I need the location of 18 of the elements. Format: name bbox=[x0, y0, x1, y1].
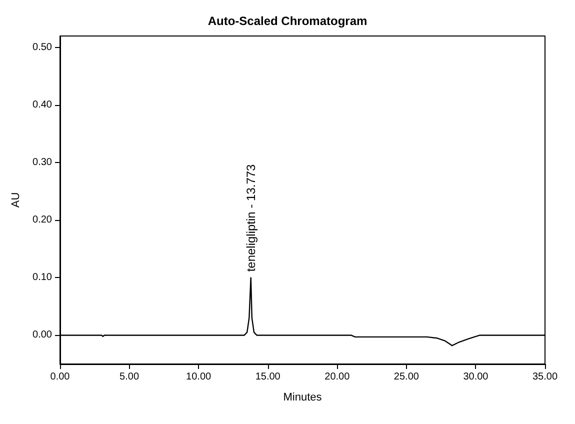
x-tick-label: 15.00 bbox=[255, 372, 281, 382]
y-tick-label: 0.10 bbox=[32, 272, 52, 284]
y-axis-title: AU bbox=[10, 192, 22, 208]
y-tick-label: 0.40 bbox=[32, 100, 52, 111]
x-tick-label: 0.00 bbox=[50, 372, 70, 382]
x-tick-label: 25.00 bbox=[394, 372, 420, 382]
x-tick-label: 10.00 bbox=[186, 372, 212, 382]
x-axis-title: Minutes bbox=[283, 392, 322, 404]
annotation: teneligliptin - 13.773 bbox=[244, 164, 258, 272]
y-tick-label: 0.50 bbox=[32, 42, 52, 54]
y-tick-label: 0.30 bbox=[32, 157, 52, 168]
x-tick-label: 35.00 bbox=[532, 372, 558, 382]
x-tick-label: 20.00 bbox=[324, 372, 350, 382]
chart-title: Auto-Scaled Chromatogram bbox=[208, 14, 368, 28]
y-tick-label: 0.00 bbox=[32, 330, 52, 341]
x-tick-label: 5.00 bbox=[120, 372, 140, 382]
y-tick-label: 0.20 bbox=[32, 214, 52, 226]
x-tick-label: 30.00 bbox=[463, 372, 489, 382]
